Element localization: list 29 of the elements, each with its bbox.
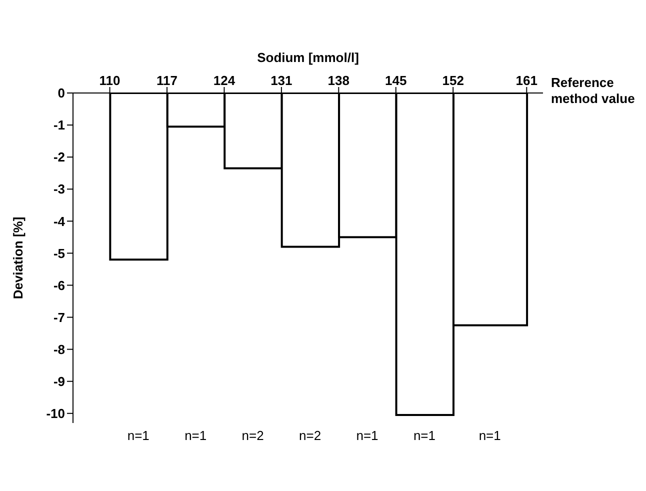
y-tick-label: -3 (53, 182, 65, 197)
x-tick-label: 131 (270, 73, 292, 88)
y-axis-title: Deviation [%] (10, 216, 26, 300)
x-tick-label: 124 (213, 73, 236, 88)
y-tick-label: -2 (53, 150, 65, 165)
text: n=2 (299, 428, 322, 444)
x-tick-label: 152 (442, 73, 464, 88)
x-tick-label: 145 (385, 73, 407, 88)
y-tick-label: -7 (53, 310, 65, 325)
text: n=2 (242, 428, 264, 444)
x-tick-label: 138 (328, 73, 350, 88)
text: n=1 (184, 428, 207, 444)
y-tick-label: -5 (53, 246, 65, 261)
y-tick-label: -6 (53, 278, 65, 293)
text: n=1 (127, 428, 150, 444)
text: n=1 (356, 428, 378, 444)
x-tick-label: 161 (516, 73, 538, 88)
y-tick-label: -4 (53, 214, 66, 229)
x-tick-label: 110 (99, 73, 120, 88)
y-tick-label: 0 (58, 86, 65, 101)
x-axis-title: Sodium [mmol/l] (257, 50, 359, 66)
text: n=1 (413, 428, 436, 444)
y-tick-label: -10 (46, 406, 65, 422)
text: Reference method value (551, 75, 636, 107)
y-tick-label: -8 (53, 342, 65, 357)
y-tick-label: -1 (53, 118, 65, 133)
y-tick-label: -9 (53, 374, 65, 389)
text: n=1 (478, 428, 501, 444)
x-tick-label: 117 (156, 73, 178, 88)
